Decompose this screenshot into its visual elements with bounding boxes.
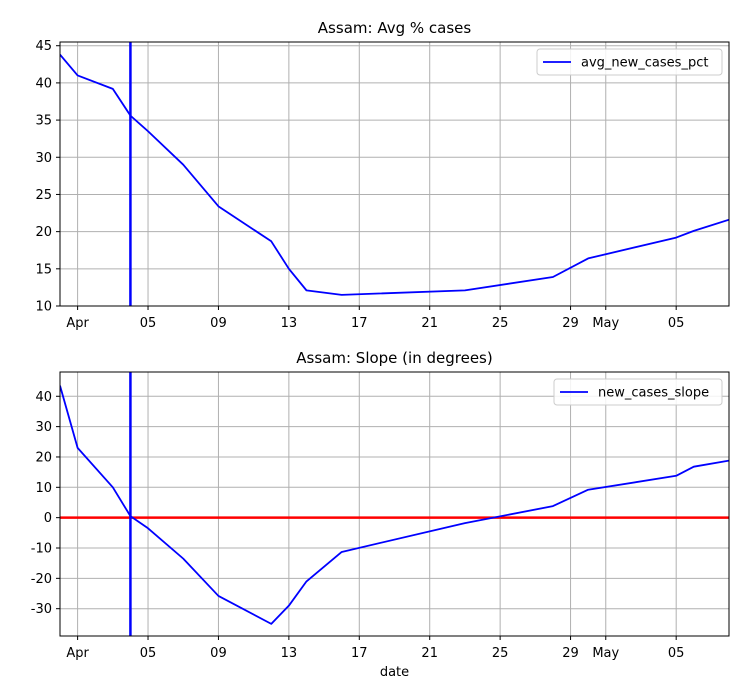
y-tick-label: 20 — [35, 450, 52, 465]
legend: new_cases_slope — [553, 378, 723, 406]
legend-label: avg_new_cases_pct — [581, 56, 708, 71]
series-line-new_cases_slope — [60, 385, 729, 625]
y-tick-label: 40 — [35, 390, 52, 405]
y-tick-label: 35 — [35, 114, 52, 129]
y-tick-label: 15 — [35, 262, 52, 277]
y-tick-label: -20 — [31, 572, 52, 587]
x-tick-label: Apr — [66, 316, 89, 331]
y-tick-label: -10 — [31, 542, 52, 557]
legend-box — [553, 378, 723, 406]
y-tick-label: 10 — [35, 300, 52, 315]
x-tick-label: 21 — [421, 316, 438, 331]
x-tick-label: 05 — [140, 646, 157, 661]
y-tick-label: 30 — [35, 420, 52, 435]
x-tick-label: 13 — [281, 646, 298, 661]
x-tick-label: 17 — [351, 646, 368, 661]
legend: avg_new_cases_pct — [536, 48, 723, 76]
x-tick-label: 21 — [421, 646, 438, 661]
x-tick-label: 09 — [210, 316, 227, 331]
axes-frame — [59, 41, 730, 307]
y-tick-label: 10 — [35, 481, 52, 496]
y-tick-label: 45 — [35, 39, 52, 54]
plot-area — [60, 42, 729, 306]
x-tick-label: 25 — [492, 646, 509, 661]
legend-label: new_cases_slope — [598, 386, 709, 401]
y-tick-label: -30 — [31, 602, 52, 617]
x-tick-label: 05 — [668, 646, 685, 661]
plot-area — [60, 372, 729, 636]
x-tick-label: 17 — [351, 316, 368, 331]
x-tick-label: 09 — [210, 646, 227, 661]
x-tick-label: 13 — [281, 316, 298, 331]
y-tick-label: 25 — [35, 188, 52, 203]
x-tick-label: 05 — [668, 316, 685, 331]
x-tick-label: 05 — [140, 316, 157, 331]
y-tick-label: 20 — [35, 225, 52, 240]
x-tick-label: 25 — [492, 316, 509, 331]
y-tick-label: 0 — [44, 511, 52, 526]
axes-frame — [59, 371, 730, 637]
chart-title: Assam: Slope (in degrees) — [296, 349, 492, 367]
x-axis-label: date — [380, 665, 409, 680]
y-tick-label: 30 — [35, 151, 52, 166]
x-tick-label: May — [592, 646, 619, 661]
x-tick-label: 29 — [562, 646, 579, 661]
x-tick-label: Apr — [66, 646, 89, 661]
chart-title: Assam: Avg % cases — [318, 19, 472, 37]
avg-cases-chart: Assam: Avg % cases 10 15 20 25 30 35 40 45 Apr 05 0… — [35, 19, 730, 331]
x-tick-label: 29 — [562, 316, 579, 331]
legend-box — [536, 48, 723, 76]
slope-chart: Assam: Slope (in degrees) -30 -20 -10 0 10 20 3… — [31, 349, 730, 680]
x-tick-label: May — [592, 316, 619, 331]
y-tick-label: 40 — [35, 76, 52, 91]
series-line-avg_new_cases_pct — [60, 54, 729, 296]
